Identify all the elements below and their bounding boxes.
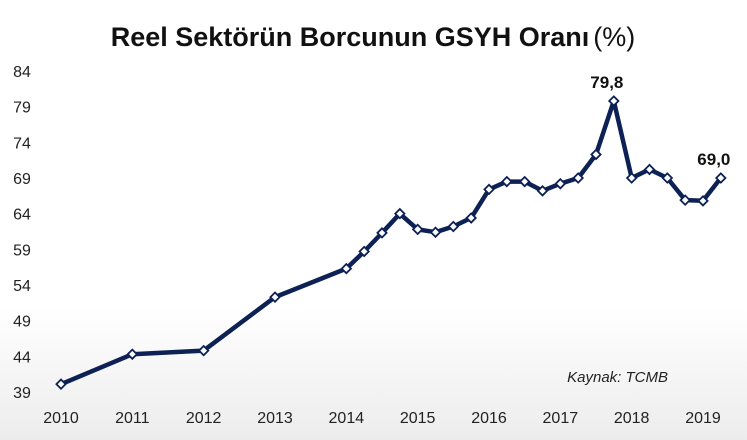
- y-tick-label: 84: [13, 64, 31, 81]
- chart-title-unit: (%): [593, 22, 635, 52]
- data-point: [483, 183, 495, 196]
- y-tick-label: 79: [13, 100, 31, 117]
- data-point: [500, 175, 513, 188]
- data-label: 79,8: [590, 73, 623, 92]
- y-tick-label: 64: [13, 207, 31, 224]
- data-point: [679, 194, 692, 206]
- data-point: [590, 148, 602, 161]
- data-point: [661, 172, 674, 184]
- x-tick-label: 2014: [329, 410, 365, 427]
- data-point: [518, 175, 531, 188]
- x-tick-label: 2017: [543, 410, 579, 427]
- data-point: [447, 220, 460, 233]
- chart-title-text: Reel Sektörün Borcunun GSYH Oranı: [111, 22, 590, 52]
- x-axis-ticks: 2010 2011 2012 2013 2014 2015 2016 2017 2018 2019: [43, 410, 721, 427]
- x-tick-label: 2012: [186, 410, 222, 427]
- data-annotations: 79,8 69,0: [590, 73, 730, 169]
- y-tick-label: 54: [13, 278, 31, 295]
- y-tick-label: 44: [13, 349, 31, 366]
- data-point: [536, 184, 549, 197]
- data-point: [572, 172, 585, 184]
- x-tick-label: 2019: [685, 410, 721, 427]
- x-tick-label: 2016: [471, 410, 507, 427]
- chart-title: Reel Sektörün Borcunun GSYH Oranı (%): [111, 22, 636, 52]
- series-line: [58, 98, 724, 387]
- data-point: [269, 291, 281, 303]
- data-point: [411, 223, 424, 236]
- series-markers: [55, 95, 727, 391]
- data-point: [625, 172, 638, 184]
- data-point: [714, 172, 727, 184]
- data-point: [697, 194, 709, 207]
- data-point: [358, 245, 371, 258]
- data-label: 69,0: [697, 150, 730, 169]
- source-note: Kaynak: TCMB: [567, 369, 668, 386]
- x-tick-label: 2018: [614, 410, 650, 427]
- y-tick-label: 49: [13, 314, 31, 331]
- data-point: [55, 378, 67, 391]
- y-tick-label: 59: [13, 242, 31, 259]
- data-point: [643, 163, 656, 176]
- y-tick-label: 39: [13, 385, 31, 402]
- data-point: [340, 262, 353, 275]
- data-point: [197, 344, 210, 357]
- data-point: [126, 348, 139, 361]
- x-tick-label: 2013: [257, 410, 293, 427]
- y-tick-label: 74: [13, 135, 31, 152]
- data-point: [393, 207, 406, 220]
- data-point: [376, 227, 388, 239]
- data-point: [429, 226, 442, 239]
- x-tick-label: 2015: [400, 410, 436, 427]
- y-tick-label: 69: [13, 171, 31, 188]
- data-point: [554, 177, 567, 190]
- x-tick-label: 2011: [115, 410, 150, 427]
- data-point: [465, 212, 478, 224]
- x-tick-label: 2010: [43, 410, 79, 427]
- y-axis-ticks: 39 44 49 54 59 64 69 74 79 84: [13, 64, 31, 402]
- data-point: [607, 95, 620, 107]
